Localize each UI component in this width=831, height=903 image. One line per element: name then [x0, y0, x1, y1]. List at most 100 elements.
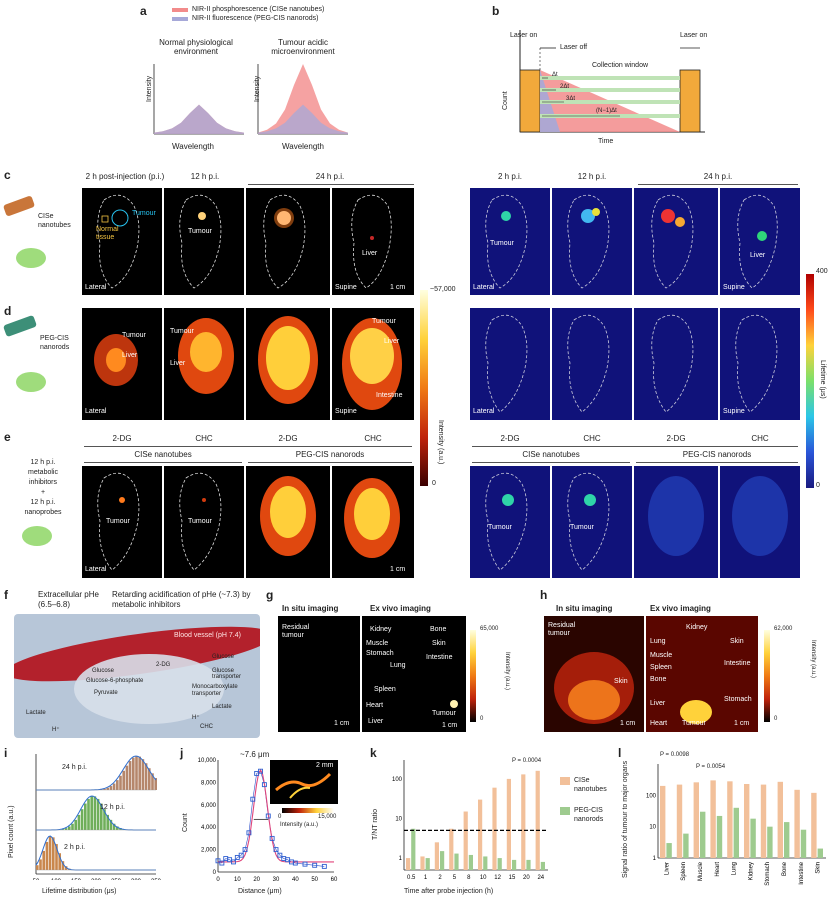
- l-xtick: Lung: [732, 862, 738, 875]
- i-xtick: 100: [51, 879, 62, 880]
- l-bar: [733, 807, 739, 858]
- g-organ-10: Tumour: [432, 710, 456, 717]
- k-bar: [492, 787, 497, 870]
- lifetime-cbar-max: 400: [816, 268, 828, 275]
- j-point: [238, 852, 244, 858]
- j-point: [312, 862, 318, 868]
- k-ytick: 1: [399, 856, 403, 862]
- c-life-tumour: Tumour: [490, 240, 514, 247]
- c-supine-1: Supine: [335, 284, 357, 291]
- i-bar: [64, 866, 68, 870]
- j-ytick: 10,000: [198, 758, 217, 764]
- e-rtreat-3: 2-DG: [666, 434, 686, 443]
- i-bar: [61, 829, 65, 830]
- d-life-supine: Supine: [723, 408, 745, 415]
- c-life-4: Liver Supine: [720, 188, 800, 295]
- k-bar: [512, 859, 517, 870]
- k-ytick: 10: [395, 816, 402, 822]
- e-scale: 1 cm: [390, 566, 406, 573]
- j-xtick: 60: [331, 877, 338, 883]
- k-legend-1-label: PEG-CIS nanorods: [574, 807, 604, 823]
- j-point: [269, 835, 275, 841]
- i-bar: [58, 853, 61, 870]
- e-img-2: Tumour: [164, 466, 244, 578]
- a-left-xlabel: Wavelength: [172, 142, 214, 151]
- d-supine: Supine: [335, 408, 357, 415]
- j-inset-scale: 2 mm: [316, 762, 334, 769]
- g-organ-4: Stomach: [366, 650, 394, 657]
- k-legend-0: CISe nanotubes: [560, 776, 624, 794]
- k-legend-0-label: CISe nanotubes: [574, 777, 607, 793]
- f-label-11: H⁺: [192, 715, 200, 721]
- k-bar: [463, 811, 468, 870]
- i-series-2: 2 h p.i.: [64, 844, 86, 851]
- j-ylabel: Count: [182, 813, 189, 832]
- f-label-1: Glucose-6-phosphate: [86, 678, 144, 684]
- g-organ-2: Muscle: [366, 640, 389, 647]
- h-organ-9: Heart: [650, 720, 668, 727]
- l-bar: [777, 781, 783, 858]
- f-label-9: CHC: [200, 724, 213, 730]
- d-liver-3: Liver: [384, 338, 400, 345]
- k-ylabel: T/NT ratio: [372, 809, 379, 840]
- i-fit-line: [36, 755, 157, 791]
- i-xtick: 250: [111, 879, 122, 880]
- k-xlabel: Time after probe injection (h): [404, 888, 494, 895]
- k-ytick: 100: [392, 777, 403, 783]
- panel-label-c: c: [4, 168, 11, 182]
- j-ytick: 6,000: [201, 803, 217, 809]
- j-point: [292, 860, 298, 866]
- d-life-2: [552, 308, 632, 420]
- l-bar: [676, 784, 683, 858]
- l-bar: [693, 782, 699, 858]
- i-bar: [61, 861, 65, 870]
- e-tumour-1: Tumour: [106, 518, 130, 525]
- k-bar: [478, 799, 483, 870]
- j-xtick: 20: [253, 877, 260, 883]
- a-left-ylabel: Intensity: [146, 75, 153, 102]
- i-bar: [100, 789, 103, 790]
- legend-a: NIR-II phosphorescence (CISe nanotubes) …: [172, 6, 324, 22]
- g-exvivo-img: Kidney Bone Muscle Skin Stomach Intestin…: [362, 616, 466, 732]
- i-bar: [154, 778, 157, 790]
- f-vessel-label: Blood vessel (pH 7.4): [174, 632, 241, 639]
- c-liver-label: Liver: [362, 250, 378, 257]
- h-organ-0: Kidney: [686, 624, 708, 631]
- d-img-1: Tumour Liver Lateral: [82, 308, 162, 420]
- h-organ-2: Skin: [730, 638, 744, 645]
- e-side-5: nanoprobes: [24, 509, 62, 516]
- c-mouse-icon: [16, 248, 46, 268]
- panel-label-e: e: [4, 430, 11, 444]
- e-rrule-1: [472, 462, 630, 463]
- f-diagram: Blood vessel (pH 7.4) Glucose Glucose-6-…: [14, 614, 260, 738]
- k-pval: P = 0.0004: [512, 758, 542, 764]
- d-probe-label: PEG-CIS nanorods: [40, 335, 70, 351]
- l-xtick: Kidney: [748, 862, 754, 880]
- d-mouse-icon: [16, 372, 46, 392]
- k-bar: [420, 856, 425, 870]
- f-label-2: Pyruvate: [94, 690, 118, 696]
- j-point: [231, 859, 236, 865]
- panel-label-k: k: [370, 746, 377, 760]
- c-img-1: Tumour Normal tissue Lateral: [82, 188, 162, 295]
- e-group-2: PEG-CIS nanorods: [295, 450, 365, 459]
- g-organ-0: Kidney: [370, 626, 392, 633]
- k-bar: [535, 770, 540, 870]
- c-life-2: [552, 188, 632, 295]
- e-side-4: 12 h p.i.: [30, 499, 56, 506]
- legend-blue-label: NIR-II fluorescence (PEG-CIS nanorods): [192, 15, 319, 22]
- f-label-3: Lactate: [26, 710, 46, 716]
- k-xtick: 12: [494, 875, 501, 881]
- h-exvivo: Ex vivo imaging: [650, 604, 711, 613]
- l-xtick: Liver: [664, 862, 670, 875]
- f-label-6: Glucose transporter: [212, 668, 242, 680]
- d-liver-1: Liver: [122, 352, 138, 359]
- i-bar: [45, 841, 49, 870]
- h-organ-5: Intestine: [724, 660, 751, 667]
- c-img-2: Tumour: [164, 188, 244, 295]
- panel-label-f: f: [4, 588, 8, 602]
- intensity-cbar-min: 0: [432, 480, 436, 487]
- f-label-4: 2-DG: [156, 662, 171, 668]
- l-xtick: Stomach: [765, 862, 771, 886]
